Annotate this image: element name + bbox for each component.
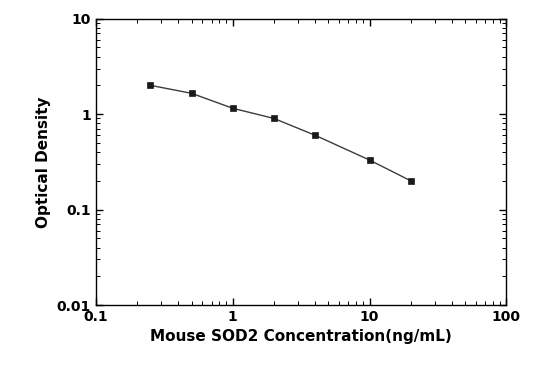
Y-axis label: Optical Density: Optical Density [36,96,51,228]
X-axis label: Mouse SOD2 Concentration(ng/mL): Mouse SOD2 Concentration(ng/mL) [150,330,452,344]
